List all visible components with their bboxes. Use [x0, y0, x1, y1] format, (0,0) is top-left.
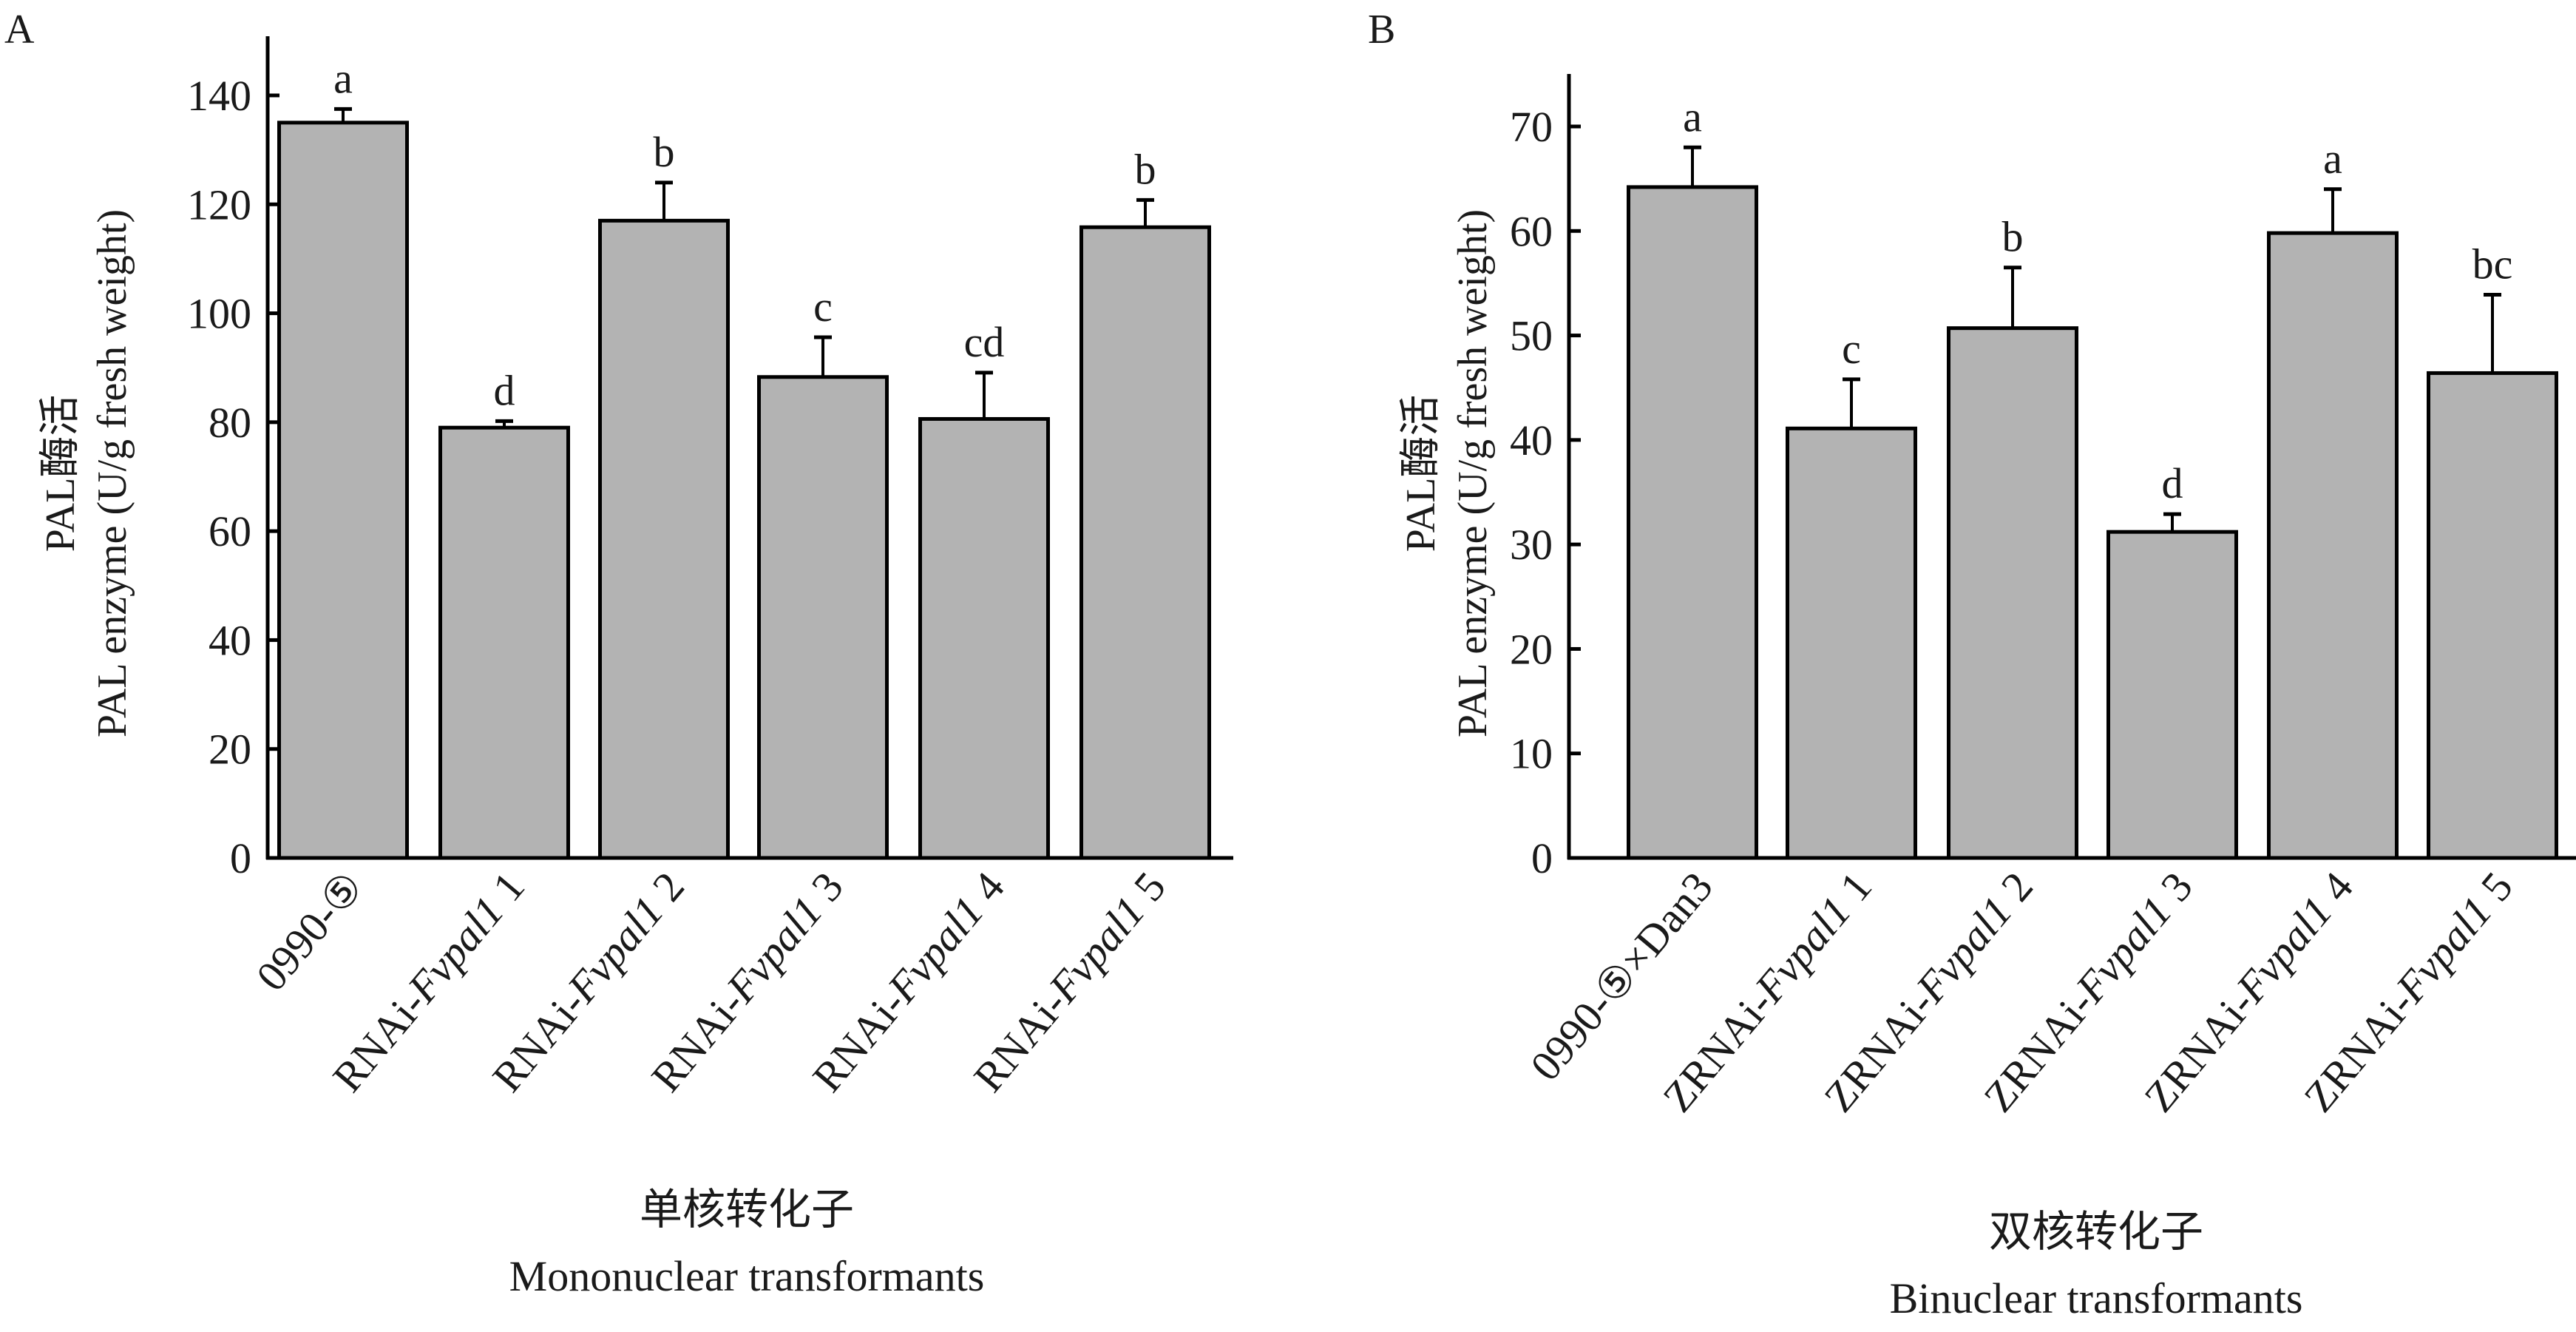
x-tick-label-prefix: ZRNAi-	[1653, 981, 1782, 1121]
y-axis-label-en-b: PAL enzyme (U/g fresh weight)	[1450, 209, 1496, 737]
x-tick-label-prefix: 0990-⑤	[247, 863, 373, 1000]
x-tick-label-prefix: RNAi-	[483, 981, 594, 1101]
x-axis-label-cn-a: 单核转化子	[640, 1186, 854, 1234]
x-tick-label-gene: Fvpal1	[2226, 888, 2342, 1012]
bar	[1079, 225, 1211, 860]
y-axis-label-en-a: PAL enzyme (U/g fresh weight)	[89, 209, 135, 737]
x-axis-label-en-b: Binuclear transformants	[1890, 1274, 2303, 1322]
bar	[2267, 231, 2399, 860]
significance-label: b	[2002, 213, 2024, 261]
y-axis-label-cn-a: PAL酶活	[38, 395, 84, 552]
x-axis-label-en-a: Mononuclear transformants	[509, 1252, 985, 1300]
bar	[1947, 326, 2078, 860]
bar	[2427, 371, 2558, 860]
x-tick-label-gene: Fvpal1	[2066, 888, 2181, 1012]
x-tick-label-gene: Fvpal1	[398, 888, 513, 1012]
y-axis-label-cn-b: PAL酶活	[1398, 395, 1444, 552]
bar	[1786, 426, 1917, 860]
x-tick-label-prefix: ZRNAi-	[1814, 981, 1943, 1121]
significance-label: c	[1842, 325, 1861, 373]
significance-label: a	[333, 54, 353, 102]
y-tick-label: 40	[1510, 416, 1553, 464]
y-tick-label: 10	[1510, 730, 1553, 778]
significance-label: a	[1683, 92, 1702, 141]
bar	[918, 416, 1050, 860]
x-tick-label-gene: Fvpal1	[1906, 888, 2021, 1012]
x-tick-label-prefix: RNAi-	[964, 981, 1076, 1101]
x-tick-label-gene: Fvpal1	[557, 888, 673, 1012]
panel-b: B PAL酶活 PAL enzyme (U/g fresh weight) 0 1…	[1368, 7, 2576, 1322]
x-tick-label-prefix: RNAi-	[323, 981, 435, 1101]
y-tick-label: 50	[1510, 312, 1553, 360]
y-tick-label: 40	[209, 616, 251, 664]
x-tick-label-gene: Fvpal1	[1745, 888, 1860, 1012]
x-tick-label-gene: Fvpal1	[878, 888, 993, 1012]
significance-label: c	[813, 283, 833, 331]
bar	[277, 121, 409, 860]
bar	[598, 218, 730, 860]
bar	[757, 375, 889, 860]
x-tick-label-gene: Fvpal1	[1039, 888, 1154, 1012]
y-tick-label: 140	[187, 72, 251, 120]
panel-label-a: A	[4, 7, 35, 53]
y-tick-label: 30	[1510, 521, 1553, 569]
panel-a: A PAL酶活 PAL enzyme (U/g fresh weight) 0 2…	[4, 7, 1233, 1300]
panel-label-b: B	[1368, 7, 1395, 53]
y-tick-label: 0	[230, 834, 251, 882]
x-tick-label-prefix: RNAi-	[803, 981, 915, 1101]
x-tick-label-prefix: ZRNAi-	[2135, 981, 2263, 1121]
significance-label: d	[2162, 459, 2183, 507]
y-tick-label: 80	[209, 399, 251, 447]
x-tick-label-prefix: ZRNAi-	[2294, 981, 2423, 1121]
y-tick-label: 100	[187, 290, 251, 338]
y-tick-label: 70	[1510, 103, 1553, 151]
bar	[1627, 185, 1758, 860]
significance-label: bc	[2472, 240, 2513, 288]
x-axis-label-cn-b: 双核转化子	[1989, 1208, 2203, 1256]
x-tick-label-gene: Fvpal1	[2386, 888, 2501, 1012]
bar	[2106, 530, 2238, 860]
x-tick-label-prefix: ZRNAi-	[1974, 981, 2103, 1121]
bar	[438, 425, 570, 860]
x-tick-label-prefix: RNAi-	[642, 981, 753, 1101]
significance-label: b	[654, 128, 675, 176]
x-tick-label-gene: Fvpal1	[716, 888, 832, 1012]
significance-label: a	[2323, 135, 2342, 183]
y-tick-label: 20	[209, 726, 251, 774]
significance-label: d	[494, 366, 515, 414]
significance-label: cd	[964, 318, 1005, 366]
y-tick-label: 120	[187, 180, 251, 229]
y-tick-label: 0	[1531, 834, 1553, 882]
significance-label: b	[1135, 145, 1156, 193]
x-tick-label: 0990-⑤	[247, 863, 373, 1000]
y-tick-label: 20	[1510, 625, 1553, 673]
y-tick-label: 60	[209, 507, 251, 555]
y-tick-label: 60	[1510, 207, 1553, 255]
